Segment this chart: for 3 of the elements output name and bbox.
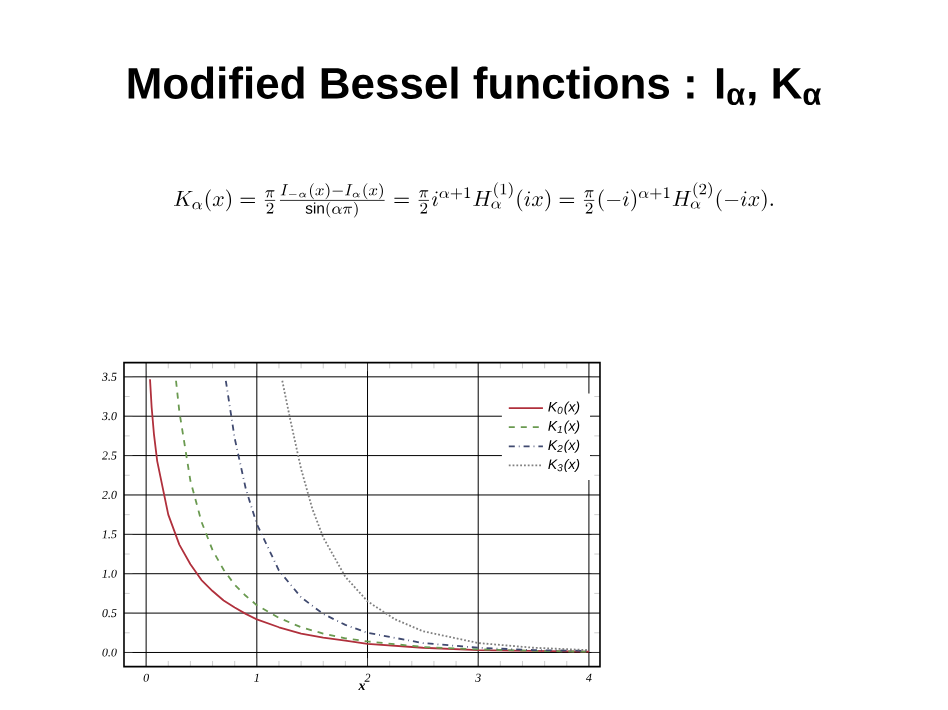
chart-subtitle: $K_\alpha(x) = \frac{\pi}{2}\frac{I_{-\alpha}(x)-I_\alpha(x)}{\sin(\alpha\pi)} = \frac{\pi}{2} i^{\alpha+1}H^{(1)}_\alpha(ix) = \frac{\pi}{2}(-i)^{\alpha+1}H^{(2)}_\alpha(-ix).$ [174,182,773,218]
line-series [281,379,590,652]
chart-title: Modified Bessel functions : I$_{α}$, K$_{α}$ [128,66,822,106]
